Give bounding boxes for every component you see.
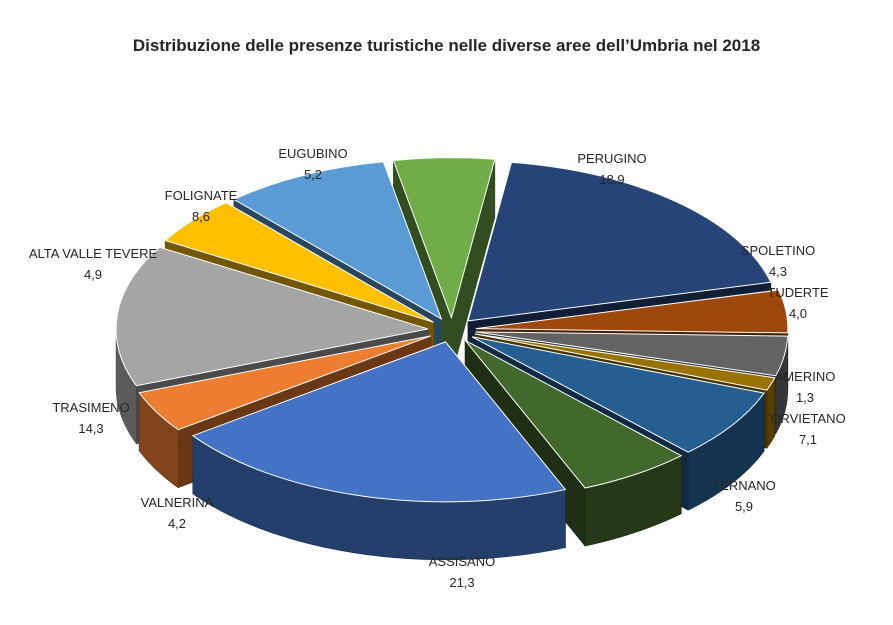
- slice-top: [191, 341, 567, 503]
- slice-label: TUDERTE: [767, 285, 828, 300]
- slice-label: ORVIETANO: [770, 411, 845, 426]
- slice-value-label: 1,3: [796, 390, 814, 405]
- slice-label: TERNANO: [712, 478, 776, 493]
- slice-top: [464, 339, 683, 489]
- slice-label: ASSISANO: [429, 554, 495, 569]
- slice-top: [475, 331, 789, 377]
- chart-title: Distribuzione delle presenze turistiche …: [132, 36, 761, 55]
- slice-value-label: 5,2: [304, 167, 322, 182]
- slice-top: [164, 202, 434, 323]
- slice-top: [392, 157, 496, 320]
- slice-value-label: 14,3: [78, 421, 103, 436]
- slice-value-label: 5,9: [735, 499, 753, 514]
- slice-top: [475, 289, 789, 334]
- slice-top: [471, 336, 765, 453]
- slice-label: ALTA VALLE TEVERE: [29, 246, 158, 261]
- slice-value-label: 7,1: [799, 432, 817, 447]
- slice-value-label: 4,2: [168, 516, 186, 531]
- slice-label: EUGUBINO: [278, 146, 347, 161]
- slice-label: SPOLETINO: [741, 243, 815, 258]
- slice-value-label: 21,3: [449, 575, 474, 590]
- slice-top: [474, 333, 776, 391]
- slice-top: [232, 161, 443, 321]
- slice-label: TRASIMENO: [52, 400, 129, 415]
- slice-label: FOLIGNATE: [165, 188, 238, 203]
- slice-value-label: 4,9: [84, 267, 102, 282]
- slice-label: VALNERINA: [141, 495, 214, 510]
- slice-top: [115, 246, 429, 387]
- slice-top: [138, 335, 432, 431]
- slice-value-label: 4,0: [789, 306, 807, 321]
- slice-label: PERUGINO: [577, 151, 646, 166]
- slice-label: AMERINO: [775, 369, 836, 384]
- slice-value-label: 4,3: [769, 264, 787, 279]
- slice-top: [467, 161, 772, 322]
- slice-assisano: [191, 341, 567, 561]
- slice-value-label: 8,6: [192, 209, 210, 224]
- slice-value-label: 18,9: [599, 172, 624, 187]
